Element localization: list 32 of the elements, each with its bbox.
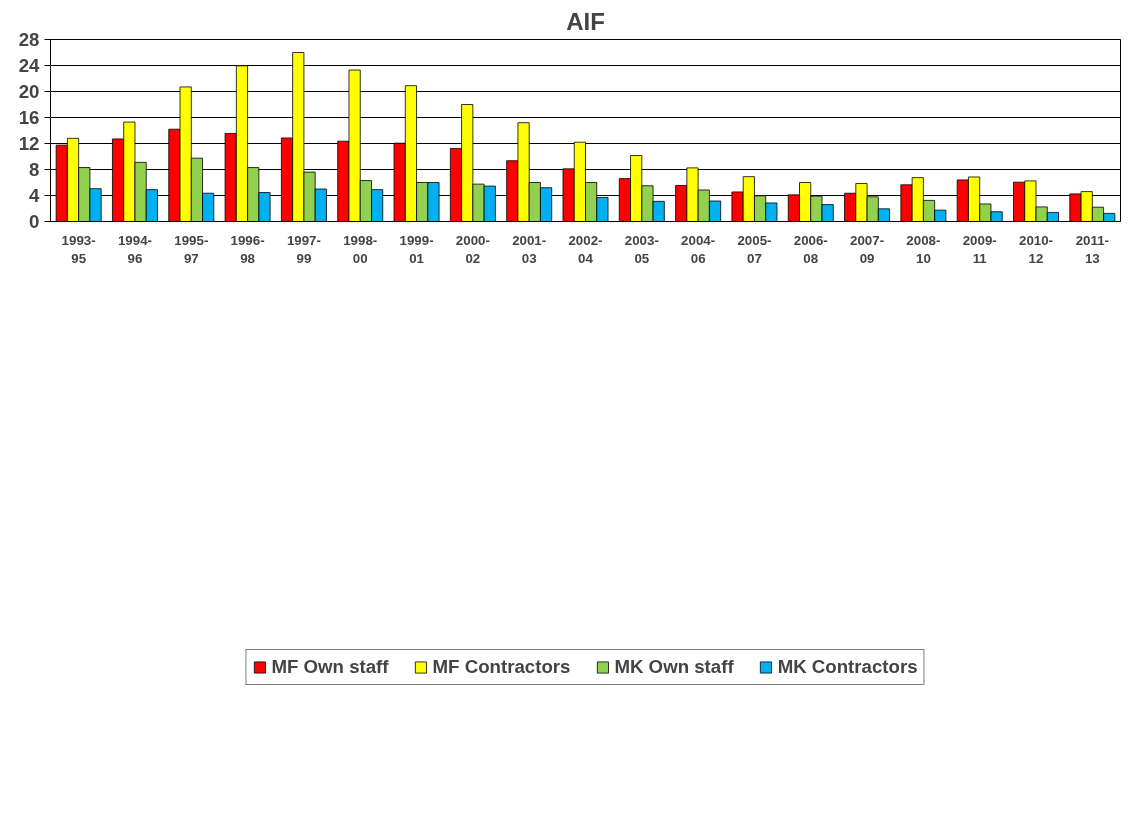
x-tick-label: 1996-98 [230,232,265,266]
x-tick-label: 1997-99 [286,232,321,266]
x-tick-label: 2005-07 [737,232,772,266]
x-tick-label: 2003-05 [624,232,659,266]
legend-label: MF Contractors [432,656,571,678]
x-tick-label: 1999-01 [399,232,434,266]
x-tick-label: 2000-02 [455,232,490,266]
y-tick-label: 4 [29,185,41,206]
x-tick-label: 2006-08 [793,232,828,266]
y-tick-label: 12 [18,133,40,154]
y-tick-label: 0 [29,211,40,232]
x-tick-label: 2009-11 [962,232,997,266]
legend-label: MF Own staff [271,656,389,678]
y-tick-label: 20 [18,81,40,102]
legend-label: MK Contractors [777,656,918,678]
y-tick-label: 24 [18,55,41,76]
x-tick-label: 1993-95 [61,232,96,266]
x-tick-label: 2007-09 [850,232,885,266]
x-tick-label: 1994-96 [117,232,153,266]
x-tick-label: 2011-13 [1075,232,1110,266]
x-tick-label: 2001-03 [512,232,547,266]
legend-label: MK Own staff [614,656,734,678]
x-tick-label: 2002-04 [568,232,603,266]
x-tick-label: 2008-10 [906,232,941,266]
y-tick-label: 8 [29,159,40,180]
x-tick-label: 2004-06 [681,232,716,266]
x-tick-label: 1998-00 [343,232,378,266]
x-tick-label: 2010-12 [1018,232,1054,266]
y-tick-label: 16 [18,107,40,128]
y-tick-label: 28 [18,29,40,50]
x-tick-label: 1995-97 [174,232,209,266]
chart-title: AIF [566,7,605,35]
